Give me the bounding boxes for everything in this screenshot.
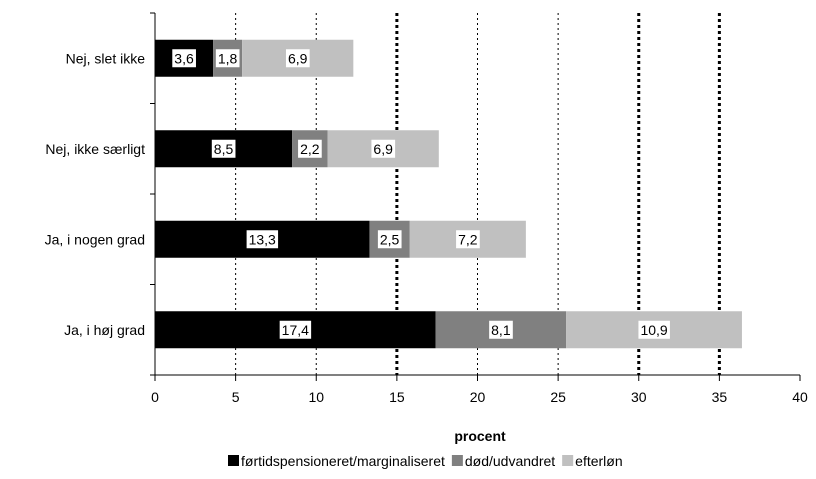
x-tick-label-15: 15 <box>389 389 405 405</box>
data-label-3-row-4: 10,9 <box>638 320 670 339</box>
data-label-2-row-4: 8,1 <box>489 320 513 339</box>
data-label-box <box>172 49 196 68</box>
legend-swatch <box>562 455 574 466</box>
bars <box>155 39 742 349</box>
legend-item-2: død/udvandret <box>451 453 555 469</box>
legend-swatch <box>451 455 463 466</box>
x-tick-label-20: 20 <box>470 389 486 405</box>
data-label-text: 1,8 <box>218 50 238 66</box>
data-label-1-row-4: 17,4 <box>279 320 312 339</box>
data-label-box <box>285 49 310 68</box>
data-label-2-row-1: 1,8 <box>215 49 240 68</box>
category-label-1: Nej, slet ikke <box>66 50 146 66</box>
data-label-box <box>377 230 402 249</box>
data-label-1-row-3: 13,3 <box>246 230 279 249</box>
data-label-3-row-3: 7,2 <box>456 230 480 249</box>
data-label-box <box>638 320 670 339</box>
data-label-text: 2,5 <box>380 231 400 247</box>
legend: førtidspensioneret/marginaliseret død/udv… <box>228 453 623 469</box>
data-label-box <box>456 230 480 249</box>
data-labels: 3,6 1,8 6,9 8,5 2,2 6,9 13,3 2,5 7,2 17,4 8,1 10,9 <box>172 49 670 339</box>
data-label-text: 7,2 <box>458 231 478 247</box>
data-label-2-row-3: 2,5 <box>377 230 402 249</box>
x-tick-label-25: 25 <box>550 389 566 405</box>
data-label-3-row-2: 6,9 <box>371 139 396 158</box>
data-label-1-row-1: 3,6 <box>172 49 196 68</box>
x-tick-label-30: 30 <box>631 389 647 405</box>
data-label-box <box>279 320 312 339</box>
data-label-box <box>246 230 279 249</box>
x-tick-label-5: 5 <box>232 389 240 405</box>
data-label-2-row-2: 2,2 <box>298 139 322 158</box>
data-label-box <box>211 139 236 158</box>
data-label-box <box>489 320 513 339</box>
legend-label: førtidspensioneret/marginaliseret <box>241 453 445 469</box>
data-label-box <box>298 139 322 158</box>
data-label-text: 13,3 <box>249 231 276 247</box>
x-tick-label-10: 10 <box>308 389 324 405</box>
legend-label: død/udvandret <box>465 453 555 469</box>
data-label-text: 8,5 <box>214 141 234 157</box>
legend-item-1: førtidspensioneret/marginaliseret <box>228 453 445 469</box>
x-tick-label-40: 40 <box>792 389 808 405</box>
data-label-text: 8,1 <box>491 322 511 338</box>
category-label-4: Ja, i høj grad <box>64 322 145 338</box>
data-label-text: 17,4 <box>282 322 309 338</box>
axes: Nej, slet ikke Nej, ikke særligt Ja, i nog… <box>45 12 808 405</box>
data-label-text: 3,6 <box>174 50 194 66</box>
data-label-text: 6,9 <box>288 50 308 66</box>
category-label-3: Ja, i nogen grad <box>45 231 145 247</box>
data-label-text: 6,9 <box>373 141 393 157</box>
legend-label: efterløn <box>575 453 622 469</box>
legend-swatch <box>228 455 239 466</box>
data-label-text: 2,2 <box>300 141 320 157</box>
category-label-2: Nej, ikke særligt <box>45 141 145 157</box>
x-tick-label-35: 35 <box>712 389 728 405</box>
data-label-box <box>371 139 396 158</box>
data-label-text: 10,9 <box>640 322 667 338</box>
legend-item-3: efterløn <box>562 453 623 469</box>
x-axis-title: procent <box>454 428 506 444</box>
x-tick-label-0: 0 <box>151 389 159 405</box>
data-label-box <box>215 49 240 68</box>
data-label-3-row-1: 6,9 <box>285 49 310 68</box>
data-label-1-row-2: 8,5 <box>211 139 236 158</box>
